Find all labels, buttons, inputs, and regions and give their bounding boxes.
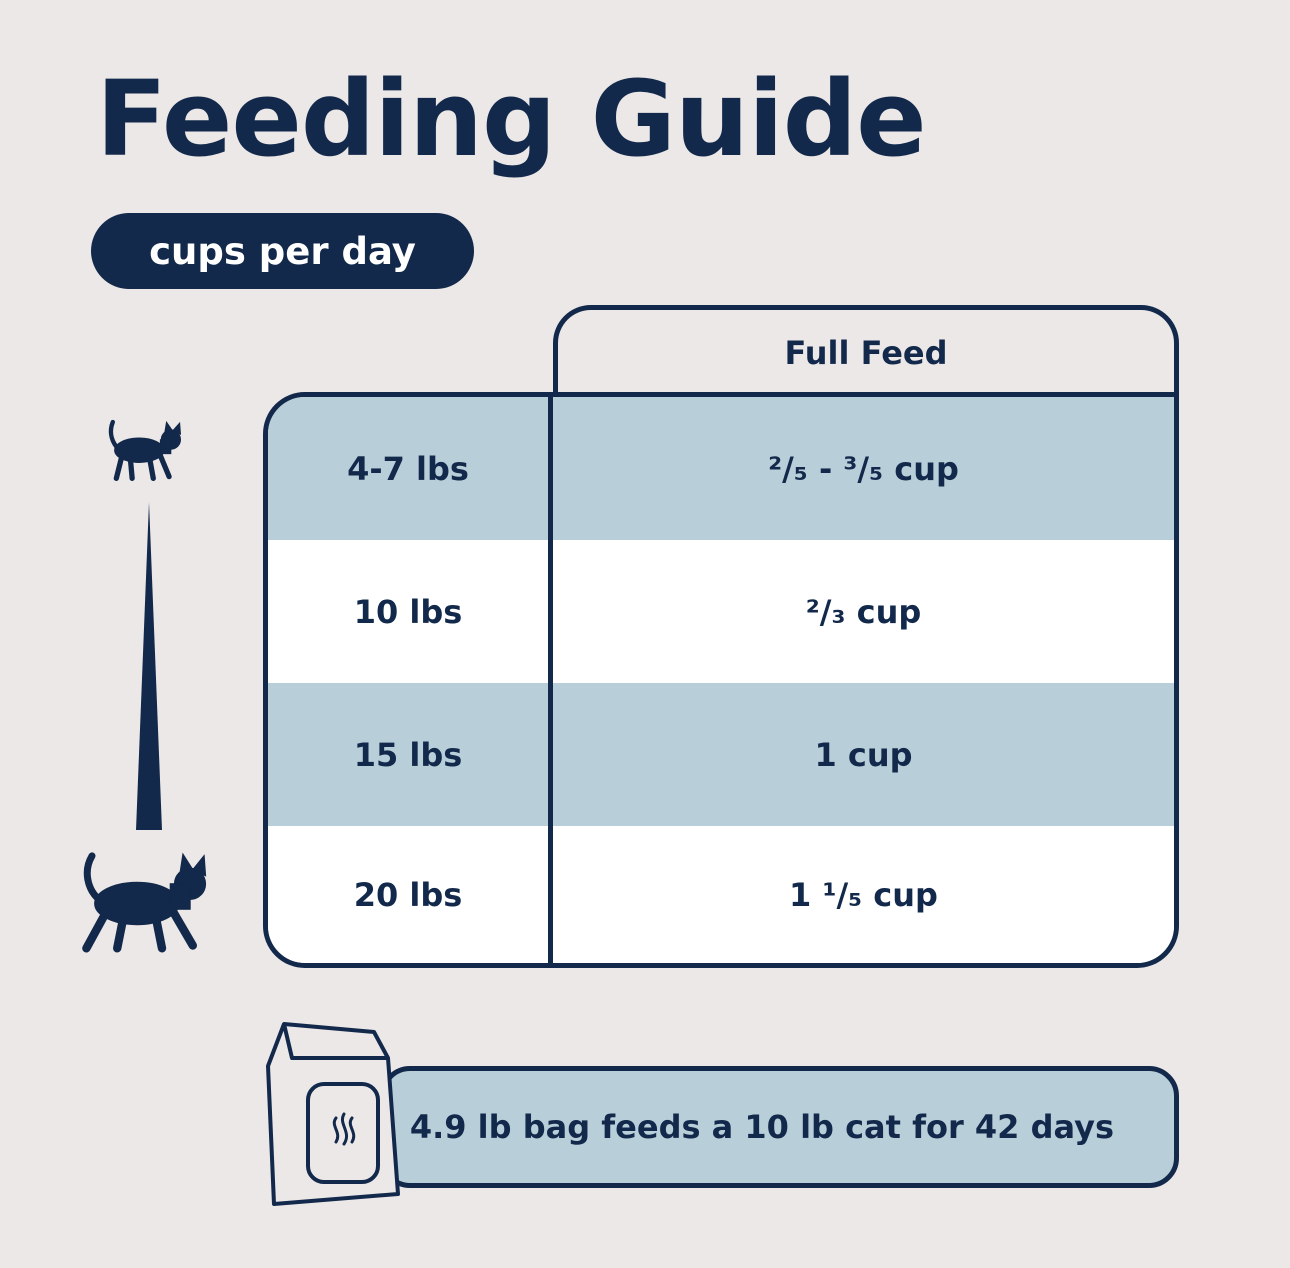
table-row: 10 lbs ²/₃ cup (268, 540, 1174, 683)
small-cat-icon (108, 419, 182, 481)
table-row: 4-7 lbs ²/₅ - ³/₅ cup (268, 397, 1174, 540)
table-row: 20 lbs 1 ¹/₅ cup (268, 826, 1174, 963)
units-badge: cups per day (91, 213, 474, 289)
amount-cell: 1 cup (814, 735, 913, 774)
amount-cell: ²/₃ cup (805, 592, 922, 631)
feeding-table: 4-7 lbs ²/₅ - ³/₅ cup 10 lbs ²/₃ cup 15 … (263, 392, 1179, 968)
full-feed-column-header: Full Feed (553, 305, 1179, 395)
large-cat-icon (82, 852, 207, 953)
bag-info-banner: 4.9 lb bag feeds a 10 lb cat for 42 days (380, 1066, 1179, 1188)
table-row: 15 lbs 1 cup (268, 683, 1174, 826)
weight-cell: 10 lbs (268, 540, 553, 683)
food-bag-icon (266, 1022, 400, 1206)
amount-cell: 1 ¹/₅ cup (789, 875, 938, 914)
page-title: Feeding Guide (96, 58, 927, 180)
column-header-label: Full Feed (784, 333, 948, 372)
bag-info-text: 4.9 lb bag feeds a 10 lb cat for 42 days (409, 1108, 1114, 1146)
weight-cell: 15 lbs (268, 683, 553, 826)
units-badge-label: cups per day (149, 229, 416, 273)
weight-cell: 20 lbs (268, 826, 553, 963)
size-scale-wedge-icon (136, 502, 162, 830)
weight-cell: 4-7 lbs (268, 397, 553, 540)
amount-cell: ²/₅ - ³/₅ cup (768, 449, 959, 488)
